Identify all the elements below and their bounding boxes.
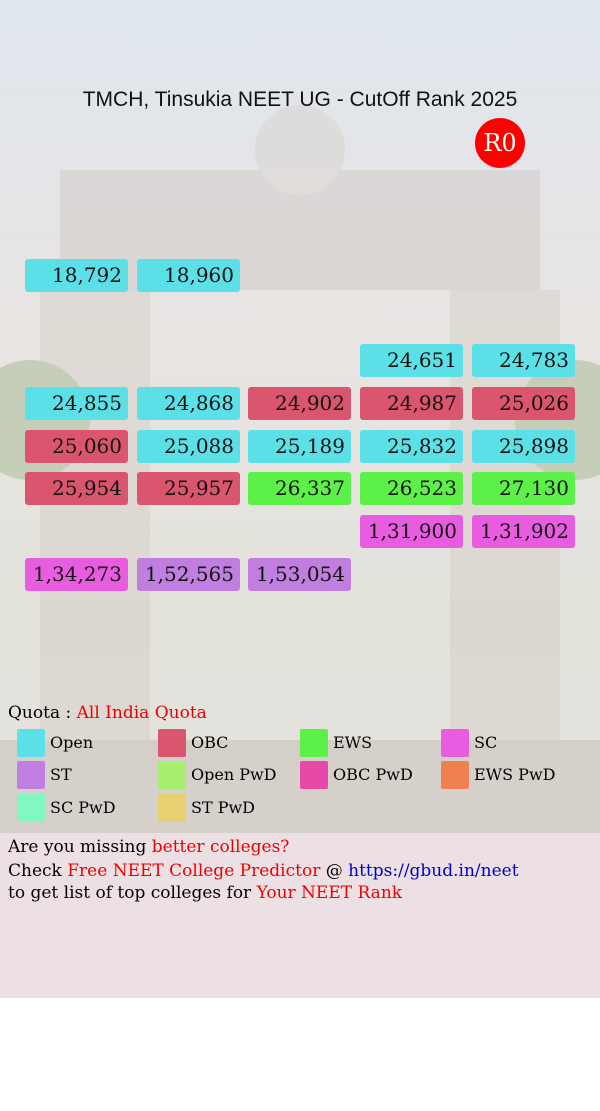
rank-cell: 25,026: [472, 387, 575, 420]
legend-swatch: [158, 729, 186, 757]
legend-label: ST PwD: [191, 798, 256, 817]
rank-cell: 24,902: [248, 387, 351, 420]
rank-cell: 25,954: [25, 472, 128, 505]
legend-label: OBC: [191, 733, 229, 752]
legend-swatch: [17, 761, 45, 789]
legend-swatch: [17, 729, 45, 757]
legend-label: EWS PwD: [474, 765, 556, 784]
legend-label: Open: [50, 733, 94, 752]
legend-swatch: [158, 761, 186, 789]
rank-cell: 24,855: [25, 387, 128, 420]
rank-cell: 18,792: [25, 259, 128, 292]
rank-cell: 1,52,565: [137, 558, 240, 591]
text: to get list of top colleges for: [8, 883, 257, 903]
rank-cell: 26,337: [248, 472, 351, 505]
rank-cell: 1,53,054: [248, 558, 351, 591]
rank-cell: 25,088: [137, 430, 240, 463]
legend-swatch: [441, 761, 469, 789]
legend-label: EWS: [333, 733, 373, 752]
rank-cell: 1,31,900: [360, 515, 463, 548]
legend-swatch: [441, 729, 469, 757]
legend-label: SC PwD: [50, 798, 116, 817]
quota-value: All India Quota: [76, 703, 207, 723]
rank-cell: 25,060: [25, 430, 128, 463]
legend-label: OBC PwD: [333, 765, 413, 784]
rank-cell: 18,960: [137, 259, 240, 292]
text: Are you missing: [8, 837, 152, 857]
rank-cell: 24,783: [472, 344, 575, 377]
footer-line: Check Free NEET College Predictor @ http…: [8, 861, 519, 881]
predictor-link[interactable]: Free NEET College Predictor: [67, 861, 321, 881]
legend-swatch: [300, 729, 328, 757]
rank-cell: 24,651: [360, 344, 463, 377]
footer-line: to get list of top colleges for Your NEE…: [8, 883, 402, 903]
quota-label: Quota :: [8, 703, 72, 723]
legend-label: Open PwD: [191, 765, 277, 784]
url-link[interactable]: https://gbud.in/neet: [348, 861, 519, 881]
footer: Are you missing better colleges? Check F…: [0, 833, 600, 998]
rank-cell: 24,987: [360, 387, 463, 420]
highlight: better colleges?: [151, 837, 290, 857]
rank-cell: 25,189: [248, 430, 351, 463]
quota: Quota : All India Quota: [8, 703, 207, 723]
highlight: Your NEET Rank: [256, 883, 403, 903]
legend-swatch: [300, 761, 328, 789]
footer-line: Are you missing better colleges?: [8, 837, 289, 857]
title: TMCH, Tinsukia NEET UG - CutOff Rank 202…: [82, 88, 518, 111]
legend-swatch: [158, 794, 186, 822]
rank-cell: 1,34,273: [25, 558, 128, 591]
text: @: [320, 861, 349, 881]
rank-cell: 25,898: [472, 430, 575, 463]
rank-cell: 25,832: [360, 430, 463, 463]
text: Check: [8, 861, 68, 881]
round-badge: R0: [475, 118, 525, 168]
rank-cell: 26,523: [360, 472, 463, 505]
rank-cell: 27,130: [472, 472, 575, 505]
rank-cell: 24,868: [137, 387, 240, 420]
legend-label: SC: [474, 733, 498, 752]
legend-swatch: [17, 794, 45, 822]
rank-cell: 1,31,902: [472, 515, 575, 548]
rank-cell: 25,957: [137, 472, 240, 505]
legend-label: ST: [50, 765, 72, 784]
